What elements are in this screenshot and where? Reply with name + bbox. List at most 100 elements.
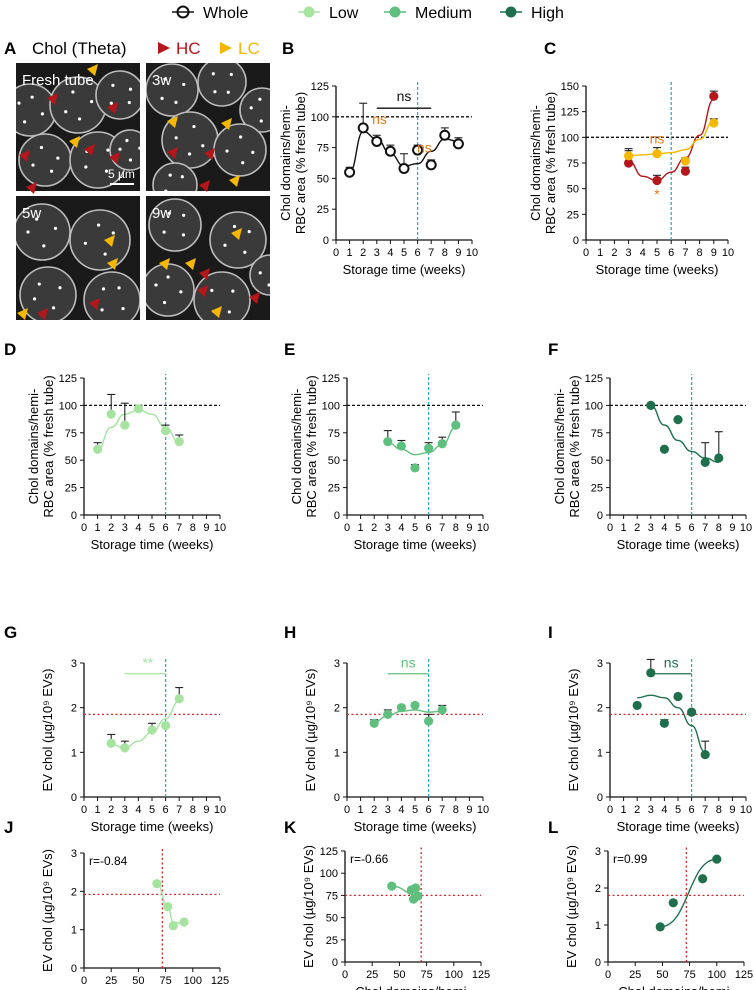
x-tick-label: 4	[398, 804, 404, 816]
data-point	[344, 166, 356, 178]
y-tick-label: 75	[326, 890, 338, 902]
chol-domain	[163, 77, 167, 81]
fit-curve	[637, 694, 706, 754]
x-tick-label: 0	[583, 247, 589, 259]
lc-arrow	[229, 175, 240, 187]
y-tick-label: 100	[322, 400, 340, 412]
x-tick-label: 75	[420, 969, 432, 981]
y-tick-label: 1	[334, 747, 340, 759]
x-tick-label: 9	[466, 522, 472, 534]
x-tick-label: 5	[675, 522, 681, 534]
chol-domain	[174, 136, 178, 140]
x-tick-label: 3	[385, 522, 391, 534]
x-axis-title: Storage time (weeks)	[596, 262, 719, 277]
x-tick-label: 7	[682, 247, 688, 259]
data-point	[152, 879, 162, 889]
x-tick-label: 4	[640, 247, 646, 259]
hc-arrow-icon	[158, 42, 170, 54]
chol-domain	[160, 96, 164, 100]
data-point	[168, 921, 178, 931]
hc-arrow	[19, 150, 30, 162]
x-tick-label: 50	[393, 969, 405, 981]
y-tick-label: 0	[71, 510, 77, 522]
y-tick-label: 75	[591, 428, 603, 440]
x-tick-label: 10	[214, 804, 226, 816]
x-tick-label: 0	[607, 804, 613, 816]
y-tick-label: 100	[320, 868, 338, 880]
chol-domain	[42, 244, 46, 248]
chol-domain	[64, 110, 68, 114]
data-point	[439, 129, 451, 141]
x-tick-label: 9	[203, 804, 209, 816]
y-tick-label: 2	[334, 703, 340, 715]
data-point	[371, 135, 383, 147]
x-tick-label: 8	[442, 247, 448, 259]
chol-domain	[213, 90, 217, 94]
chol-domain	[167, 211, 171, 215]
data-point	[451, 420, 461, 430]
panel-letter: F	[548, 340, 558, 359]
chol-domain	[181, 233, 186, 237]
data-point	[410, 700, 420, 711]
legend-label-medium: Medium	[415, 5, 472, 22]
chol-domain	[101, 287, 106, 291]
y-tick-label: 3	[597, 658, 603, 670]
rbc-cell	[69, 209, 131, 271]
data-point	[410, 463, 420, 473]
y-tick-label: 0	[332, 957, 338, 969]
y-tick-label: 2	[595, 883, 601, 895]
correlation-label: r=-0.84	[89, 854, 128, 868]
chol-domain	[211, 72, 215, 76]
y-tick-label: 0	[71, 963, 77, 975]
chol-domain	[187, 152, 192, 156]
x-tick-label: 2	[108, 804, 114, 816]
x-axis-title: Storage time (weeks)	[343, 262, 466, 277]
x-tick-label: 4	[661, 522, 667, 534]
x-tick-label: 3	[648, 522, 654, 534]
x-axis-title: Storage time (weeks)	[617, 819, 740, 834]
data-point	[632, 700, 642, 711]
chol-domain	[111, 83, 115, 87]
lc-arrow	[211, 306, 222, 318]
panel-letter: L	[548, 818, 558, 837]
correlation-label: r=0.99	[613, 852, 648, 866]
x-tick-label: 6	[668, 247, 674, 259]
x-tick-label: 1	[621, 804, 627, 816]
y-axis-title: EV chol (µg/10⁹ EVs)	[564, 845, 579, 968]
x-tick-label: 8	[453, 522, 459, 534]
chol-domain	[77, 117, 82, 121]
x-tick-label: 4	[661, 804, 667, 816]
y-tick-label: 25	[65, 483, 77, 495]
y-axis-title: Chol domains/hemi-	[528, 105, 543, 221]
x-tick-label: 7	[439, 522, 445, 534]
y-tick-label: 50	[328, 455, 340, 467]
x-tick-label: 3	[385, 804, 391, 816]
chol-domain	[118, 147, 122, 151]
chol-domain	[231, 289, 235, 293]
panel-letter: E	[284, 340, 295, 359]
y-tick-label: 125	[322, 373, 340, 385]
y-tick-label: 1	[597, 747, 603, 759]
y-tick-label: 125	[59, 373, 77, 385]
chol-domain	[125, 138, 129, 143]
panel-letter: J	[4, 818, 13, 837]
x-tick-label: 5	[412, 804, 418, 816]
y-axis-title: RBC area (% fresh tube)	[304, 375, 319, 517]
x-tick-label: 100	[184, 975, 202, 987]
data-point	[452, 138, 464, 150]
chol-domain	[251, 150, 255, 154]
x-tick-label: 2	[611, 247, 617, 259]
x-axis-title: Storage time (weeks)	[91, 537, 214, 552]
x-tick-label: 4	[135, 804, 141, 816]
y-tick-label: 0	[323, 235, 329, 247]
data-point	[174, 436, 184, 447]
x-tick-label: 7	[176, 804, 182, 816]
chol-domain	[229, 72, 233, 77]
rbc-cell	[152, 162, 198, 191]
x-tick-label: 0	[344, 804, 350, 816]
y-axis-title: EV chol (µg/10⁹ EVs)	[301, 845, 316, 968]
data-point	[624, 158, 634, 168]
significance-annotation: ns	[417, 140, 432, 156]
